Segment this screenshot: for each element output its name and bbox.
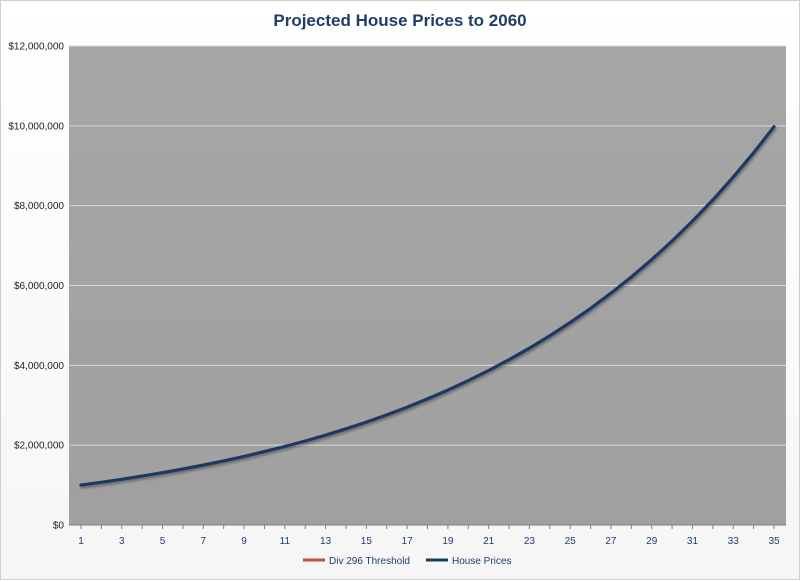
x-axis: 1 3 5 7 9 11 13 15 17 19 21 23 25 27 29 31 33 35 <box>69 524 786 547</box>
x-tick-label: 21 <box>483 536 495 547</box>
x-tick-label: 19 <box>442 536 454 547</box>
y-tick-label: $10,000,000 <box>8 121 64 132</box>
x-tick-label: 1 <box>78 536 84 547</box>
x-tick-label: 17 <box>402 536 414 547</box>
x-tick-label: 9 <box>241 536 247 547</box>
chart-title: Projected House Prices to 2060 <box>273 11 526 30</box>
x-tick-label: 7 <box>201 536 207 547</box>
legend-label: House Prices <box>452 556 511 567</box>
x-tick-label: 5 <box>160 536 166 547</box>
x-tick-label: 33 <box>728 536 740 547</box>
y-tick-label: $0 <box>53 521 65 532</box>
legend: Div 296 Threshold House Prices <box>303 556 511 567</box>
y-axis: $0 $2,000,000 $4,000,000 $6,000,000 $8,000,0… <box>8 42 64 532</box>
x-tick-label: 27 <box>605 536 617 547</box>
x-tick-label: 11 <box>280 536 291 547</box>
y-tick-label: $8,000,000 <box>14 201 64 212</box>
series-lines <box>79 125 776 487</box>
y-tick-label: $6,000,000 <box>14 281 64 292</box>
series-line-house-prices <box>79 125 776 487</box>
y-tick-label: $2,000,000 <box>14 441 64 452</box>
y-tick-label: $12,000,000 <box>8 42 64 53</box>
x-tick-label: 15 <box>361 536 373 547</box>
x-tick-label: 23 <box>524 536 536 547</box>
y-tick-label: $4,000,000 <box>14 361 64 372</box>
x-tick-label: 29 <box>646 536 658 547</box>
x-tick-label: 13 <box>320 536 332 547</box>
legend-label: Div 296 Threshold <box>329 556 410 567</box>
x-tick-label: 3 <box>119 536 125 547</box>
x-tick-label: 35 <box>768 536 780 547</box>
x-tick-label: 31 <box>687 536 699 547</box>
x-tick-label: 25 <box>565 536 577 547</box>
